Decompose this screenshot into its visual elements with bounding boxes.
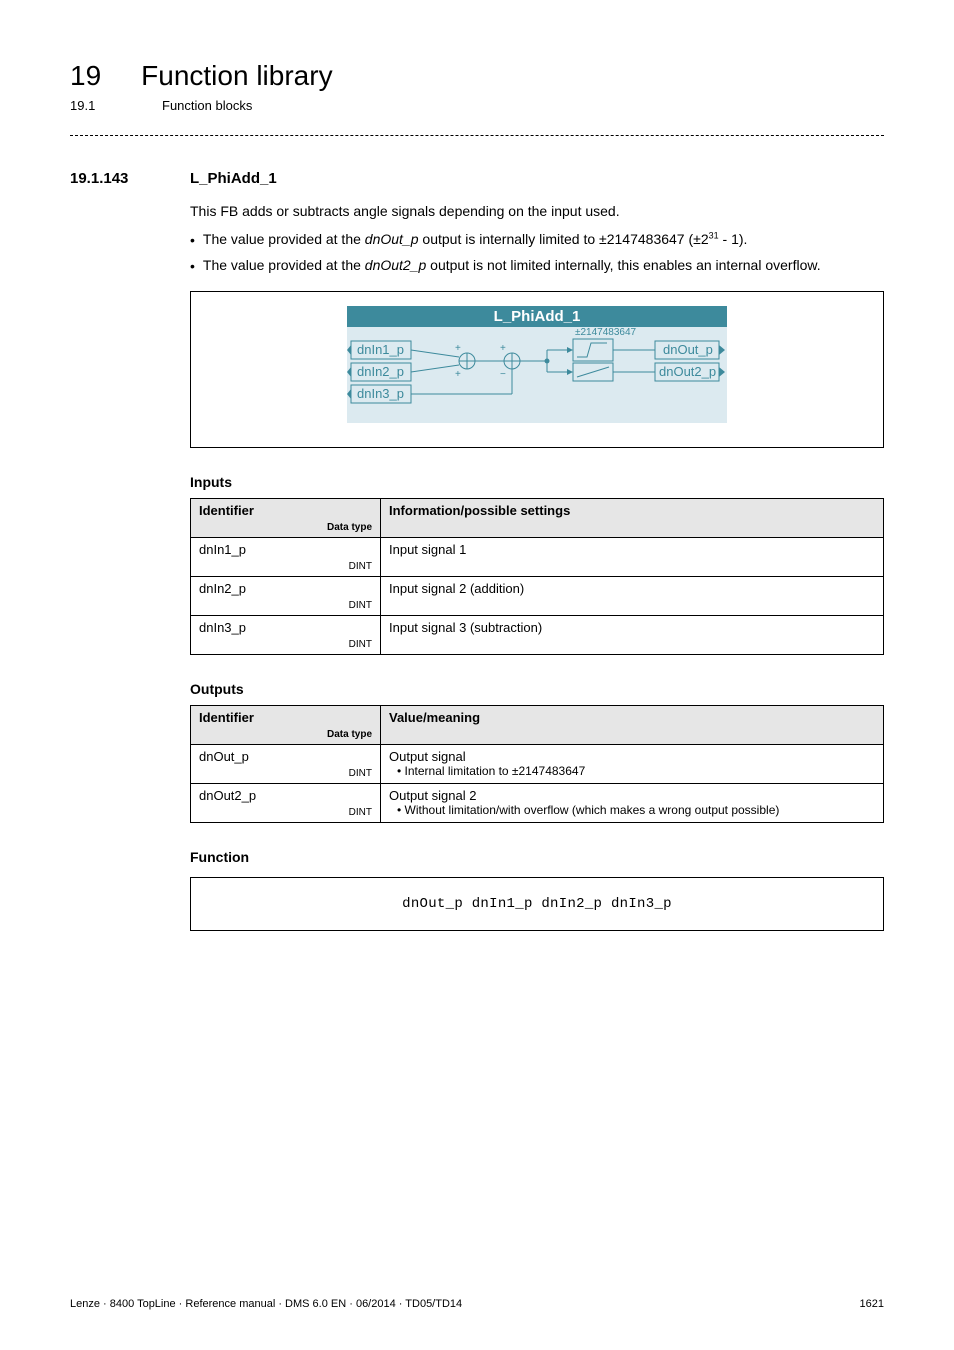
plus-icon: + bbox=[455, 343, 461, 354]
divider bbox=[70, 135, 884, 136]
subchapter-title: Function blocks bbox=[162, 98, 252, 113]
chapter-title: Function library bbox=[141, 60, 332, 92]
th-label: Identifier bbox=[199, 710, 372, 725]
table-row: dnOut2_p DINT Output signal 2• Without lim… bbox=[191, 784, 884, 823]
table-header-value: Value/meaning bbox=[381, 706, 884, 745]
th-label: Identifier bbox=[199, 503, 372, 518]
diagram-frame: L_PhiAdd_1 dnIn1_p dnIn2_p dnIn3_p bbox=[190, 291, 884, 448]
diagram-output-label: dnOut2_p bbox=[659, 364, 716, 379]
diagram-input-label: dnIn2_p bbox=[357, 364, 404, 379]
footer-page-number: 1621 bbox=[860, 1298, 884, 1310]
bullet-text: The value provided at the dnOut2_p outpu… bbox=[203, 255, 821, 276]
dtype-text: DINT bbox=[199, 559, 372, 572]
identifier-text: dnIn1_p bbox=[199, 542, 372, 557]
subchapter-number: 19.1 bbox=[70, 98, 122, 113]
cell-info: Input signal 2 (addition) bbox=[381, 577, 884, 616]
cell-value: Output signal• Internal limitation to ±2… bbox=[381, 745, 884, 784]
bullet-fragment: output is internally limited to ±2147483… bbox=[419, 231, 709, 247]
th-dtype: Data type bbox=[199, 520, 372, 533]
section-number: 19.1.143 bbox=[70, 170, 170, 187]
page: 19 Function library 19.1 Function blocks… bbox=[0, 0, 954, 1350]
subchapter-heading: 19.1 Function blocks bbox=[70, 98, 884, 113]
inputs-table: Identifier Data type Information/possibl… bbox=[190, 498, 884, 655]
section-body: This FB adds or subtracts angle signals … bbox=[190, 201, 884, 931]
cell-value: Output signal 2• Without limitation/with… bbox=[381, 784, 884, 823]
bullet-superscript: 31 bbox=[709, 231, 719, 241]
page-footer: Lenze · 8400 TopLine · Reference manual … bbox=[70, 1298, 884, 1310]
chapter-heading: 19 Function library bbox=[70, 60, 884, 92]
diagram-title: L_PhiAdd_1 bbox=[347, 306, 727, 327]
value-subline: • Internal limitation to ±2147483647 bbox=[397, 764, 875, 778]
bullet-italic: dnOut_p bbox=[365, 231, 419, 247]
value-line: Output signal bbox=[389, 749, 875, 764]
dtype-text: DINT bbox=[199, 637, 372, 650]
table-header-identifier: Identifier Data type bbox=[191, 706, 381, 745]
bullet-italic: dnOut2_p bbox=[365, 257, 427, 273]
bullet-fragment: - 1). bbox=[719, 231, 748, 247]
minus-icon: − bbox=[500, 369, 506, 380]
section-description: This FB adds or subtracts angle signals … bbox=[190, 201, 884, 221]
bullet-list: • The value provided at the dnOut_p outp… bbox=[190, 229, 884, 277]
diagram-limit-label: ±2147483647 bbox=[575, 327, 637, 338]
dtype-text: DINT bbox=[199, 766, 372, 779]
inputs-heading: Inputs bbox=[190, 474, 884, 490]
identifier-text: dnOut_p bbox=[199, 749, 372, 764]
cell-info: Input signal 3 (subtraction) bbox=[381, 616, 884, 655]
bullet-fragment: output is not limited internally, this e… bbox=[426, 257, 820, 273]
function-heading: Function bbox=[190, 849, 884, 865]
table-row: dnIn3_p DINT Input signal 3 (subtraction) bbox=[191, 616, 884, 655]
table-header-identifier: Identifier Data type bbox=[191, 499, 381, 538]
chapter-number: 19 bbox=[70, 60, 101, 92]
bullet-item: • The value provided at the dnOut_p outp… bbox=[190, 229, 884, 251]
dtype-text: DINT bbox=[199, 805, 372, 818]
cell-identifier: dnOut_p DINT bbox=[191, 745, 381, 784]
bullet-dot: • bbox=[190, 230, 195, 251]
table-header-info: Information/possible settings bbox=[381, 499, 884, 538]
cell-identifier: dnIn3_p DINT bbox=[191, 616, 381, 655]
cell-identifier: dnOut2_p DINT bbox=[191, 784, 381, 823]
diagram-output-label: dnOut_p bbox=[663, 342, 713, 357]
function-expression: dnOut_p dnIn1_p dnIn2_p dnIn3_p bbox=[190, 877, 884, 931]
bullet-item: • The value provided at the dnOut2_p out… bbox=[190, 255, 884, 277]
cell-identifier: dnIn1_p DINT bbox=[191, 538, 381, 577]
table-row: dnIn1_p DINT Input signal 1 bbox=[191, 538, 884, 577]
diagram: L_PhiAdd_1 dnIn1_p dnIn2_p dnIn3_p bbox=[347, 306, 727, 423]
outputs-table: Identifier Data type Value/meaning dnOut… bbox=[190, 705, 884, 823]
diagram-body: dnIn1_p dnIn2_p dnIn3_p + + bbox=[347, 327, 727, 423]
value-subline: • Without limitation/with overflow (whic… bbox=[397, 803, 875, 817]
diagram-input-label: dnIn1_p bbox=[357, 342, 404, 357]
cell-info: Input signal 1 bbox=[381, 538, 884, 577]
bullet-fragment: The value provided at the bbox=[203, 257, 365, 273]
th-dtype: Data type bbox=[199, 727, 372, 740]
table-row: dnOut_p DINT Output signal• Internal limit… bbox=[191, 745, 884, 784]
plus-icon: + bbox=[455, 369, 461, 380]
bullet-fragment: The value provided at the bbox=[203, 231, 365, 247]
value-line: Output signal 2 bbox=[389, 788, 875, 803]
bullet-dot: • bbox=[190, 256, 195, 277]
section-heading: 19.1.143 L_PhiAdd_1 bbox=[70, 170, 884, 187]
cell-identifier: dnIn2_p DINT bbox=[191, 577, 381, 616]
identifier-text: dnOut2_p bbox=[199, 788, 372, 803]
table-row: dnIn2_p DINT Input signal 2 (addition) bbox=[191, 577, 884, 616]
identifier-text: dnIn3_p bbox=[199, 620, 372, 635]
footer-left: Lenze · 8400 TopLine · Reference manual … bbox=[70, 1298, 462, 1310]
diagram-svg: dnIn1_p dnIn2_p dnIn3_p + + bbox=[347, 327, 727, 423]
outputs-heading: Outputs bbox=[190, 681, 884, 697]
identifier-text: dnIn2_p bbox=[199, 581, 372, 596]
bullet-text: The value provided at the dnOut_p output… bbox=[203, 229, 748, 250]
plus-icon: + bbox=[500, 343, 506, 354]
dtype-text: DINT bbox=[199, 598, 372, 611]
diagram-input-label: dnIn3_p bbox=[357, 386, 404, 401]
section-name: L_PhiAdd_1 bbox=[190, 170, 277, 187]
